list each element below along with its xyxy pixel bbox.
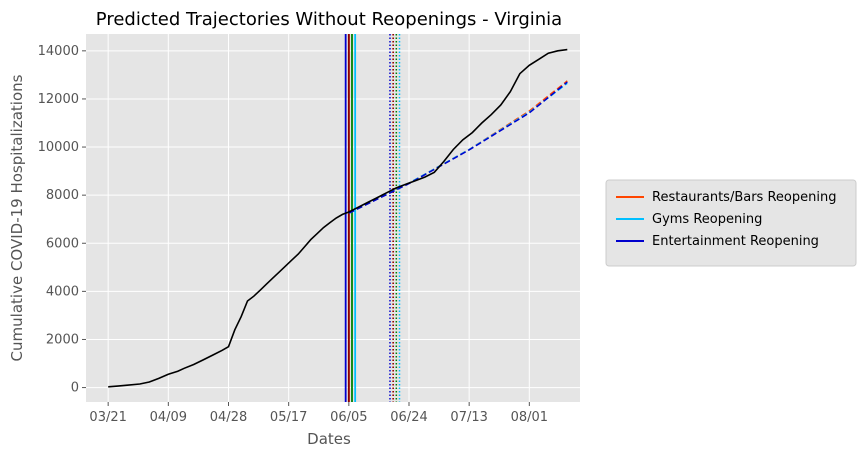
legend-label: Entertainment Reopening	[652, 234, 819, 249]
chart-title: Predicted Trajectories Without Reopening…	[96, 9, 562, 30]
legend-box	[605, 179, 857, 267]
y-tick-label: 2000	[46, 332, 79, 347]
series-line	[348, 81, 568, 214]
series-lines	[108, 48, 568, 388]
y-tick-label: 12000	[38, 92, 79, 107]
x-tick-label: 05/17	[270, 410, 307, 425]
y-axis-ticks: 0 2000 4000 6000 8000 10000 12000 14000	[38, 44, 86, 396]
y-tick-label: 6000	[46, 236, 79, 251]
legend: Restaurants/Bars Reopening Gyms Reopening…	[605, 179, 857, 267]
y-tick-label: 14000	[38, 44, 79, 59]
x-tick-label: 03/21	[89, 410, 126, 425]
x-tick-label: 06/05	[330, 410, 367, 425]
y-tick-label: 0	[71, 381, 79, 396]
legend-label: Gyms Reopening	[652, 212, 762, 227]
x-tick-label: 08/01	[511, 410, 548, 425]
plot-area	[86, 34, 580, 402]
x-tick-label: 06/24	[390, 410, 427, 425]
y-axis-label: Cumulative COVID-19 Hospitalizations	[8, 74, 26, 361]
x-axis-ticks: 03/21 04/09 04/28 05/17 06/05 06/24 07/13 08/01	[89, 402, 548, 425]
actual-series-line	[108, 48, 568, 388]
x-tick-label: 04/28	[210, 410, 247, 425]
reopening-markers	[344, 34, 401, 402]
y-tick-label: 4000	[46, 284, 79, 299]
y-tick-label: 10000	[38, 140, 79, 155]
x-tick-label: 07/13	[450, 410, 487, 425]
legend-label: Restaurants/Bars Reopening	[652, 190, 836, 205]
x-tick-label: 04/09	[150, 410, 187, 425]
y-tick-label: 8000	[46, 188, 79, 203]
x-axis-label: Dates	[307, 430, 351, 448]
